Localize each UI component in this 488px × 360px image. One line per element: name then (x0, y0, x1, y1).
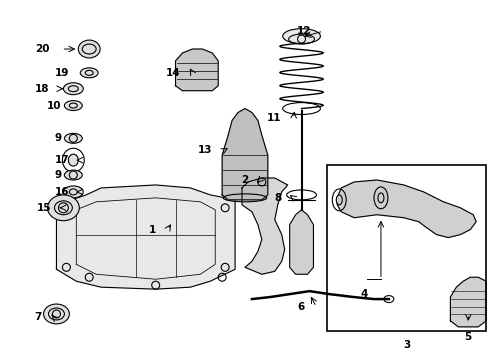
Bar (326, 165, 485, 331)
Ellipse shape (47, 195, 79, 221)
Polygon shape (337, 180, 475, 238)
Ellipse shape (78, 40, 100, 58)
Text: 3: 3 (402, 340, 409, 350)
Text: 9: 9 (54, 170, 61, 180)
Polygon shape (242, 178, 287, 274)
Text: 13: 13 (197, 145, 212, 155)
Polygon shape (449, 277, 485, 327)
Polygon shape (56, 185, 235, 289)
Text: 8: 8 (274, 193, 281, 203)
Text: 10: 10 (47, 100, 61, 111)
Text: 17: 17 (55, 155, 69, 165)
Ellipse shape (43, 304, 69, 324)
Polygon shape (222, 109, 267, 200)
Ellipse shape (64, 170, 82, 180)
Polygon shape (175, 49, 218, 91)
Text: 6: 6 (297, 302, 304, 312)
Text: 12: 12 (296, 26, 311, 36)
Polygon shape (289, 210, 313, 274)
Ellipse shape (80, 68, 98, 78)
Ellipse shape (282, 29, 320, 44)
Text: 14: 14 (165, 68, 180, 78)
Ellipse shape (63, 83, 83, 95)
Ellipse shape (64, 100, 82, 111)
Ellipse shape (64, 133, 82, 143)
Text: 1: 1 (148, 225, 155, 235)
Text: 7: 7 (34, 312, 41, 322)
Text: 2: 2 (240, 175, 247, 185)
Ellipse shape (63, 186, 83, 198)
Ellipse shape (377, 193, 383, 203)
Text: 18: 18 (35, 84, 49, 94)
Text: 20: 20 (35, 44, 49, 54)
Text: 16: 16 (55, 187, 69, 197)
Text: 4: 4 (360, 289, 367, 299)
Text: 11: 11 (266, 113, 281, 123)
Text: 15: 15 (37, 203, 51, 213)
Text: 5: 5 (464, 332, 471, 342)
Text: 9: 9 (54, 133, 61, 143)
Ellipse shape (68, 154, 78, 166)
Ellipse shape (336, 195, 342, 205)
Text: 19: 19 (55, 68, 69, 78)
